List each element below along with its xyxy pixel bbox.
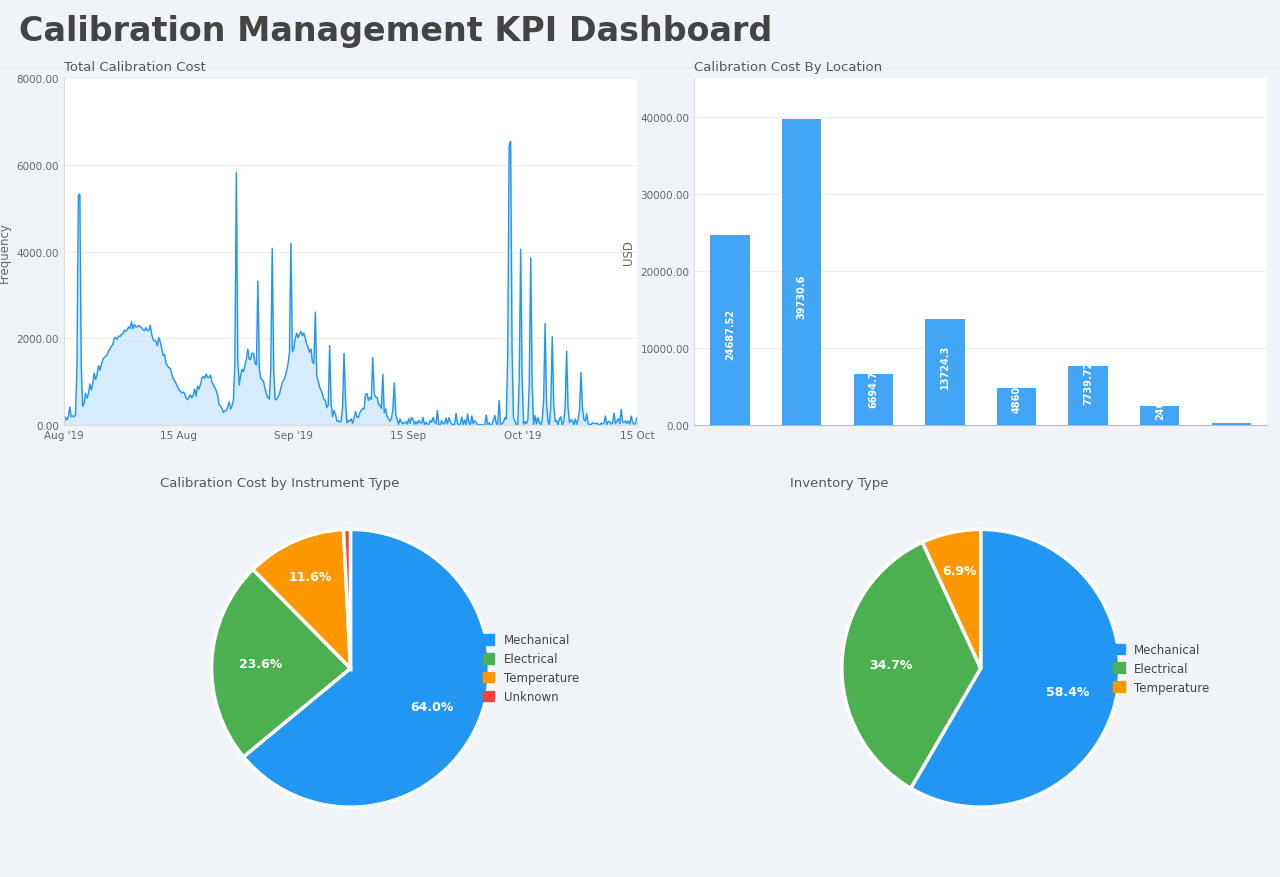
Bar (925, 320, 965, 425)
Bar (1140, 407, 1179, 425)
Legend: Mechanical, Electrical, Temperature, Unknown: Mechanical, Electrical, Temperature, Unk… (477, 629, 584, 708)
Text: Total Calibration Cost: Total Calibration Cost (64, 61, 206, 74)
Wedge shape (211, 570, 351, 757)
Wedge shape (842, 543, 980, 788)
Text: 7739.72: 7739.72 (1083, 360, 1093, 405)
Text: 64.0%: 64.0% (411, 701, 454, 713)
Text: 39730.6: 39730.6 (796, 275, 806, 318)
Text: 2467.43: 2467.43 (1155, 374, 1165, 419)
Wedge shape (243, 530, 489, 807)
Bar (710, 236, 750, 425)
Bar (1212, 424, 1251, 425)
Bar (997, 389, 1037, 425)
Text: 24687.52: 24687.52 (724, 308, 735, 360)
Text: 23.6%: 23.6% (238, 658, 282, 671)
Text: 34.7%: 34.7% (869, 658, 913, 671)
Y-axis label: Frequency: Frequency (0, 222, 12, 282)
Text: Calibration Management KPI Dashboard: Calibration Management KPI Dashboard (19, 15, 772, 48)
Bar (854, 374, 893, 425)
Text: 13724.3: 13724.3 (940, 345, 950, 389)
Text: 11.6%: 11.6% (288, 571, 332, 583)
Wedge shape (253, 530, 351, 668)
Text: 4860.1: 4860.1 (1011, 375, 1021, 413)
Y-axis label: USD: USD (622, 239, 635, 265)
Wedge shape (911, 530, 1120, 807)
Legend: Mechanical, Electrical, Temperature: Mechanical, Electrical, Temperature (1108, 638, 1215, 699)
Wedge shape (923, 530, 980, 668)
Wedge shape (343, 530, 351, 668)
Text: Inventory Type: Inventory Type (790, 477, 888, 489)
Bar (782, 119, 822, 425)
Bar (1069, 366, 1108, 425)
Text: 58.4%: 58.4% (1046, 686, 1089, 698)
Text: 6.9%: 6.9% (942, 565, 977, 577)
Text: Calibration Cost by Instrument Type: Calibration Cost by Instrument Type (160, 477, 399, 489)
Text: 6694.73: 6694.73 (868, 363, 878, 408)
Text: Calibration Cost By Location: Calibration Cost By Location (694, 61, 882, 74)
